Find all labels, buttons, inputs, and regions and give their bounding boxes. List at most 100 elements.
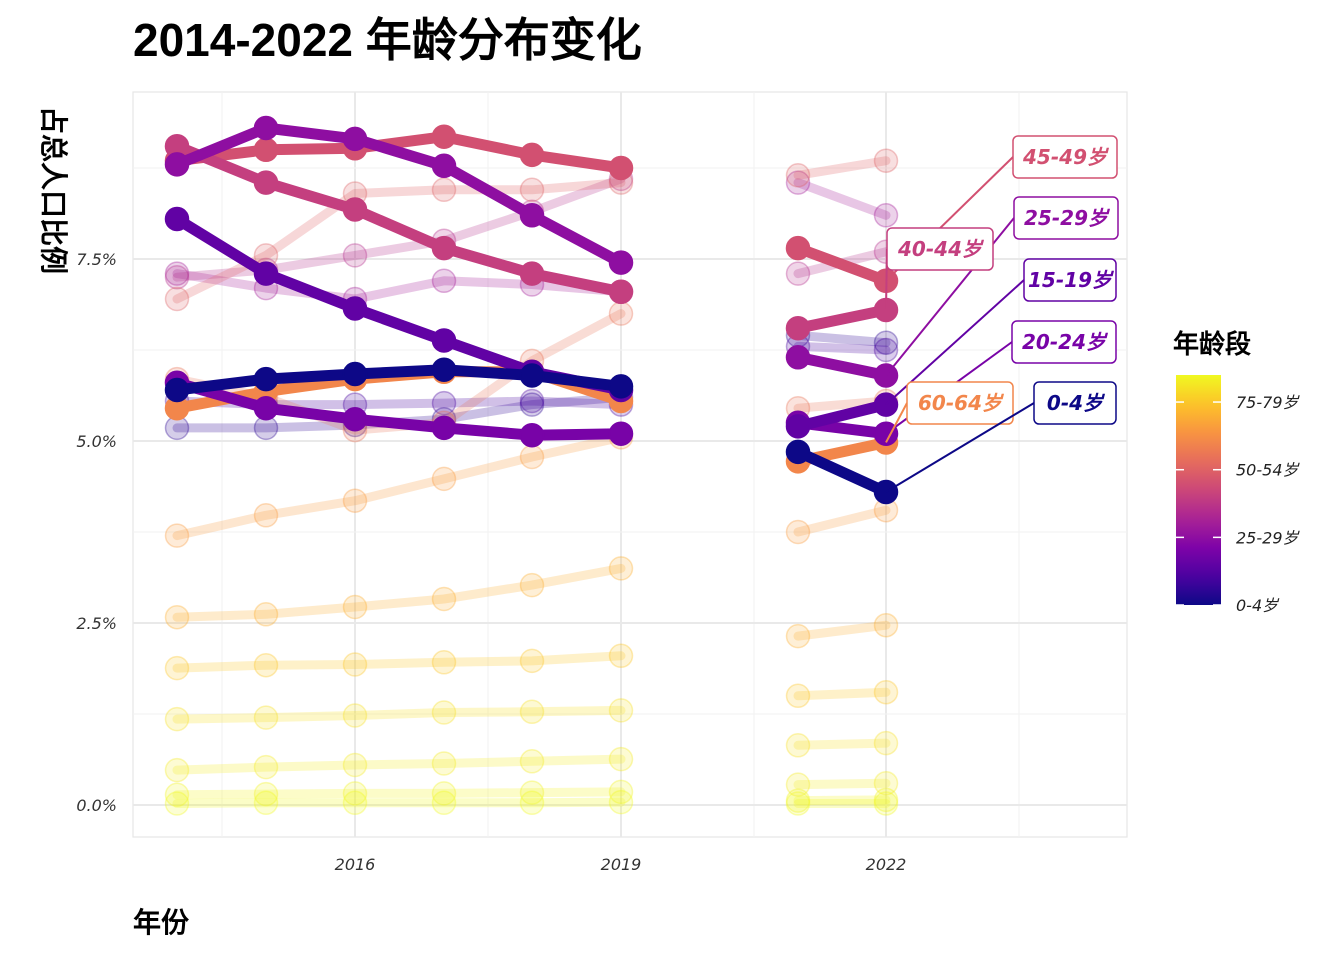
series-line (172, 705, 626, 724)
data-point (785, 261, 811, 286)
data-point (431, 781, 457, 806)
data-point (785, 170, 811, 195)
data-point (164, 655, 190, 681)
data-point (164, 264, 190, 290)
data-point (431, 650, 457, 675)
callout-box (1012, 135, 1118, 179)
data-point (342, 243, 368, 268)
data-point (519, 790, 545, 816)
callout-leader-line (885, 402, 908, 443)
data-point (519, 572, 545, 598)
callout-label: 60-64岁 (918, 391, 1005, 415)
callout-box (1033, 381, 1117, 425)
series-line (172, 787, 626, 800)
data-point (342, 296, 368, 321)
data-point (785, 772, 811, 797)
series-25-29岁 (164, 115, 899, 388)
callout-label: 40-44岁 (897, 237, 985, 261)
data-point (431, 357, 457, 382)
data-point (608, 279, 634, 305)
y-tick-label: 2.5% (76, 614, 117, 633)
callout-label: 0-4岁 (1047, 391, 1106, 415)
data-point (785, 788, 811, 813)
legend-label: 50-54岁 (1236, 461, 1300, 480)
data-point (785, 439, 811, 465)
data-point (785, 315, 811, 341)
x-tick-label: 2022 (866, 855, 907, 874)
series-line (793, 396, 891, 413)
data-point (164, 377, 190, 403)
data-point (342, 752, 368, 778)
x-tick-label: 2019 (601, 855, 642, 874)
data-point (785, 163, 811, 188)
data-point (431, 177, 457, 203)
data-point (342, 594, 368, 620)
callout-60-64岁: 60-64岁 (885, 381, 1014, 443)
data-point (608, 779, 634, 805)
data-point (164, 206, 190, 232)
data-point (785, 623, 811, 649)
data-point (253, 366, 279, 392)
data-point (342, 790, 368, 816)
data-point (253, 602, 279, 627)
callout-25-29岁: 25-29岁 (885, 196, 1119, 377)
data-point (785, 733, 811, 758)
series-line (792, 446, 892, 498)
series-line (793, 330, 891, 348)
series-line (792, 351, 892, 381)
data-point (253, 652, 279, 678)
data-point (785, 414, 811, 439)
data-point (253, 115, 279, 141)
series-line (793, 341, 891, 355)
series-80-84岁 (164, 698, 899, 758)
plot-panel-border (132, 91, 1128, 838)
data-point (431, 390, 457, 416)
data-point (342, 703, 368, 728)
chart-title: 2014-2022 年龄分布变化 (133, 14, 642, 66)
data-point (164, 757, 190, 783)
y-tick-label: 7.5% (76, 250, 117, 269)
data-point (164, 706, 190, 732)
data-point (253, 503, 279, 528)
callout-label: 45-49岁 (1022, 145, 1110, 169)
series-line (792, 304, 892, 334)
data-point (253, 395, 279, 421)
callout-40-44岁: 40-44岁 (885, 227, 994, 310)
y-axis-title: 占总人口比例 (38, 106, 69, 274)
data-point (253, 781, 279, 807)
data-point (608, 698, 634, 723)
data-point (785, 519, 811, 545)
data-point (873, 337, 899, 363)
series-0-4岁 (164, 357, 899, 505)
series-line (172, 174, 626, 282)
data-point (785, 345, 811, 370)
data-point (519, 388, 545, 414)
data-point (253, 170, 279, 195)
data-point (519, 392, 545, 417)
data-point (164, 782, 190, 808)
callout-45-49岁: 45-49岁 (885, 135, 1118, 282)
series-line (172, 269, 626, 304)
data-point (431, 586, 457, 612)
data-point (164, 604, 190, 630)
data-point (608, 421, 634, 446)
data-point (519, 261, 545, 286)
data-point (431, 268, 457, 294)
data-point (342, 406, 368, 432)
series-line (172, 797, 626, 808)
callout-0-4岁: 0-4岁 (885, 381, 1117, 493)
axis-layer: 2016 2019 2022 0.0% 2.5% 5.0% 7.5% (76, 250, 906, 874)
series-65-69岁 (164, 425, 899, 548)
data-point (785, 791, 811, 816)
series-line (172, 563, 626, 622)
callout-label: 20-24岁 (1022, 330, 1109, 354)
data-point (608, 789, 634, 815)
data-point (873, 203, 899, 228)
legend-label: 0-4岁 (1236, 596, 1280, 615)
data-point (164, 286, 190, 312)
legend-colorbar (1176, 375, 1221, 605)
highlight-series-layer (164, 115, 899, 505)
data-point (431, 153, 457, 179)
data-point (431, 790, 457, 816)
data-point (608, 155, 634, 181)
